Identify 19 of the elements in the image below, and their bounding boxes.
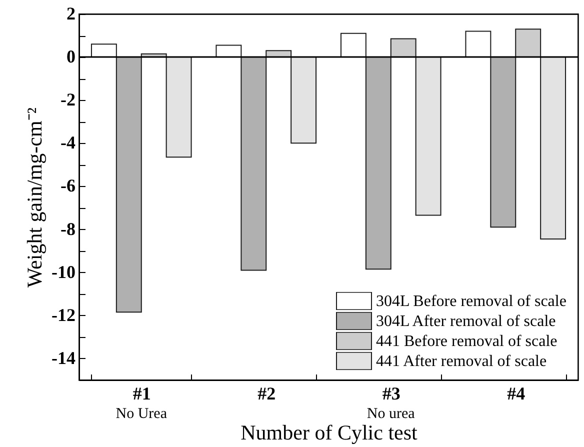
category-label: #1 No Urea	[116, 384, 167, 422]
y-tick-label: -10	[52, 262, 76, 282]
y-tick-label: -4	[60, 132, 76, 153]
legend-label: 441 Before removal of scale	[376, 333, 558, 350]
y-tick-label: 0	[66, 46, 76, 67]
legend-label: 304L After removal of scale	[376, 313, 556, 330]
legend-label: 441 After removal of scale	[376, 353, 547, 370]
y-tick-label: -12	[52, 304, 76, 325]
x-tick-label: #4	[507, 384, 526, 404]
y-tick-label: -8	[60, 218, 76, 239]
y-tick-label: -2	[60, 90, 76, 110]
y-axis-title: Weight gain/mg-cm⁻²	[22, 107, 47, 288]
y-tick-label: -6	[60, 176, 76, 196]
x-axis-title: Number of Cylic test	[240, 420, 418, 444]
legend-label: 304L Before removal of scale	[376, 293, 566, 310]
category-label: #3 No urea	[366, 384, 415, 422]
y-tick-label: 2	[66, 4, 76, 24]
x-tick-label: #2	[258, 384, 276, 404]
y-tick-label: -14	[52, 348, 76, 368]
